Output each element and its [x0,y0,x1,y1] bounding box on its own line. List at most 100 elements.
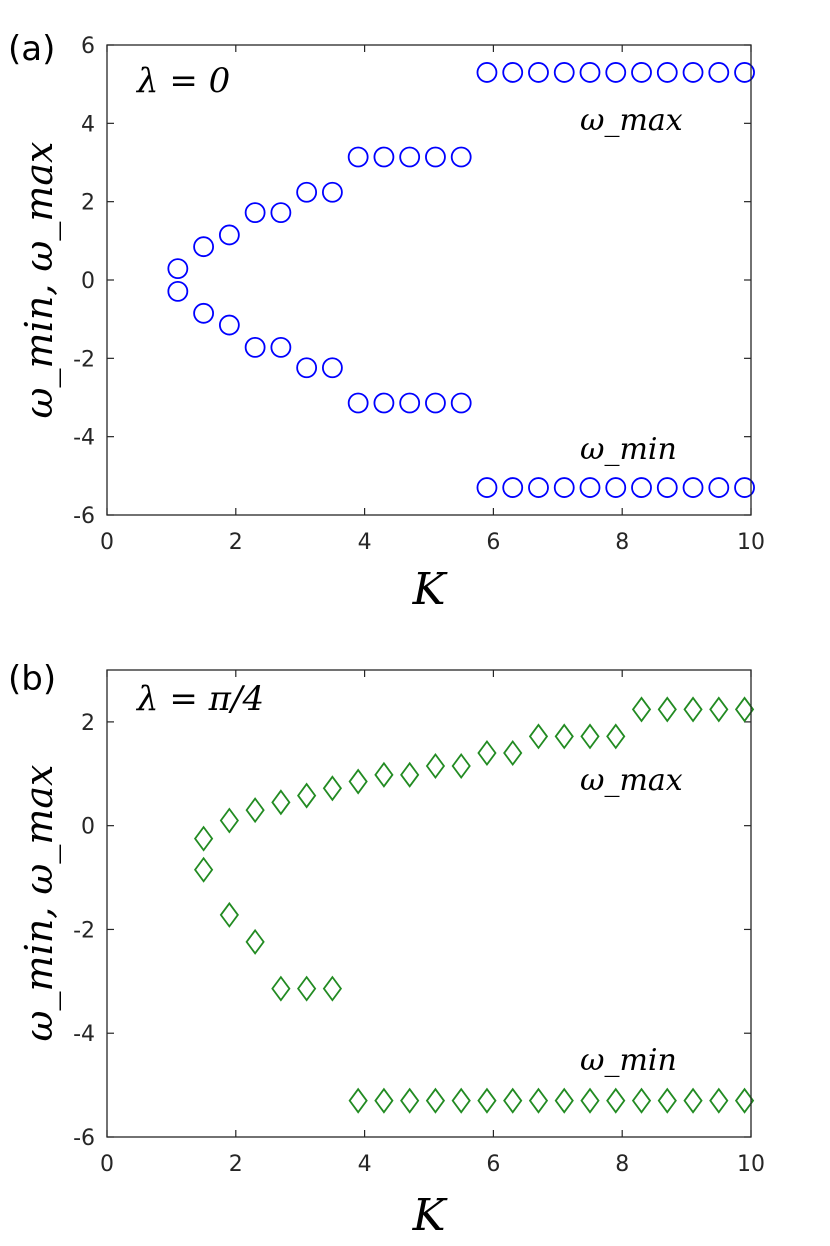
y-tick-label: 6 [81,34,95,59]
omega-min-point [270,336,292,358]
omega-min-point [683,1087,703,1114]
panel-b: (b) λ = π/4 0 2 4 6 8 10-6-4-202 ω_max ω_min … [8,659,765,1241]
omega-max-point [606,723,626,750]
omega-min-point [502,477,524,498]
omega-max-point [425,752,446,780]
omega-max-point [605,62,627,83]
panel-b-xlabel: K [412,1190,448,1241]
omega-min-point [631,477,652,498]
omega-min-point [219,901,239,928]
omega-max-point [218,224,240,246]
x-tick-label: 0 [100,530,114,555]
omega-max-point [450,146,472,168]
omega-max-point [734,696,755,723]
omega-max-point [219,807,239,834]
omega-min-point [528,477,549,498]
panel-a-omega-max-label: ω_max [580,103,683,138]
omega-min-point [271,975,291,1002]
omega-min-point [734,1087,755,1114]
omega-max-point [656,62,678,83]
omega-max-point [734,62,755,83]
omega-min-point [477,1087,497,1114]
omega-min-point [708,477,730,498]
panel-a-points [167,62,755,498]
panel-a-ylabel: ω_min, ω_max [17,142,62,419]
omega-min-point [554,1087,574,1114]
omega-max-point [374,761,394,788]
omega-max-point [270,202,292,224]
omega-max-point [297,782,317,809]
panel-b-label: (b) [8,659,56,699]
x-tick-label: 0 [100,1152,114,1177]
omega-max-point [425,146,446,168]
x-tick-label: 6 [486,1152,500,1177]
omega-max-point [631,62,652,83]
omega-max-point [400,761,420,788]
y-tick-label: 0 [81,269,95,294]
omega-max-point [244,202,266,224]
panel-b-axes-box [106,669,752,1138]
omega-max-point [321,181,343,203]
x-tick-label: 4 [358,1152,372,1177]
omega-min-point [734,477,755,498]
omega-min-point [631,1087,652,1114]
omega-min-point [451,1087,471,1114]
panel-a-omega-min-label: ω_min [580,432,677,467]
y-tick-label: 2 [81,711,95,736]
omega-min-point [450,392,472,414]
omega-min-point [553,477,575,498]
omega-max-point [683,696,703,723]
x-tick-label: 10 [737,1152,765,1177]
omega-max-point [709,696,729,723]
omega-max-point [348,768,368,795]
omega-min-point [348,1087,368,1114]
omega-max-point [193,236,215,258]
omega-min-point [476,477,498,498]
omega-min-point [218,314,240,336]
omega-min-point [321,357,343,379]
x-tick-label: 8 [615,530,629,555]
panel-b-points [193,696,755,1114]
y-tick-label: -4 [73,426,95,451]
omega-max-point [553,62,575,83]
omega-min-point [399,392,421,414]
omega-max-point [476,62,498,83]
omega-min-point [244,336,266,358]
omega-max-point [271,789,291,816]
omega-min-point [528,1087,549,1114]
panel-b-annotation: λ = π/4 [135,679,264,719]
y-tick-label: -2 [73,347,95,372]
x-tick-label: 2 [229,530,243,555]
omega-max-point [502,62,524,83]
x-tick-label: 2 [229,1152,243,1177]
omega-max-point [477,740,497,767]
panel-a-ticks: 0 2 4 6 8 10 -6 -4 -2 0 2 4 6 [73,34,765,555]
x-tick-label: 6 [486,530,500,555]
omega-min-point [657,1087,677,1114]
panel-b-ylabel: ω_min, ω_max [17,765,62,1042]
omega-min-point [374,1087,394,1114]
y-tick-label: -2 [73,918,95,943]
omega-min-point [296,357,318,379]
omega-min-point [579,477,601,498]
x-tick-label: 8 [615,1152,629,1177]
y-tick-label: 2 [81,191,95,216]
omega-max-point [503,740,523,767]
omega-max-point [347,146,369,168]
panel-a-label: (a) [8,29,55,69]
omega-max-point [554,723,574,750]
omega-min-point [400,1087,420,1114]
omega-max-point [193,825,214,852]
omega-max-point [528,62,549,83]
omega-max-point [682,62,704,83]
omega-max-point [528,723,549,750]
omega-min-point [193,302,215,324]
panel-b-omega-max-label: ω_max [580,763,683,798]
omega-min-point [425,392,446,414]
x-tick-label: 4 [358,530,372,555]
omega-max-point [631,696,652,723]
x-tick-label: 10 [737,530,765,555]
omega-max-point [657,696,677,723]
